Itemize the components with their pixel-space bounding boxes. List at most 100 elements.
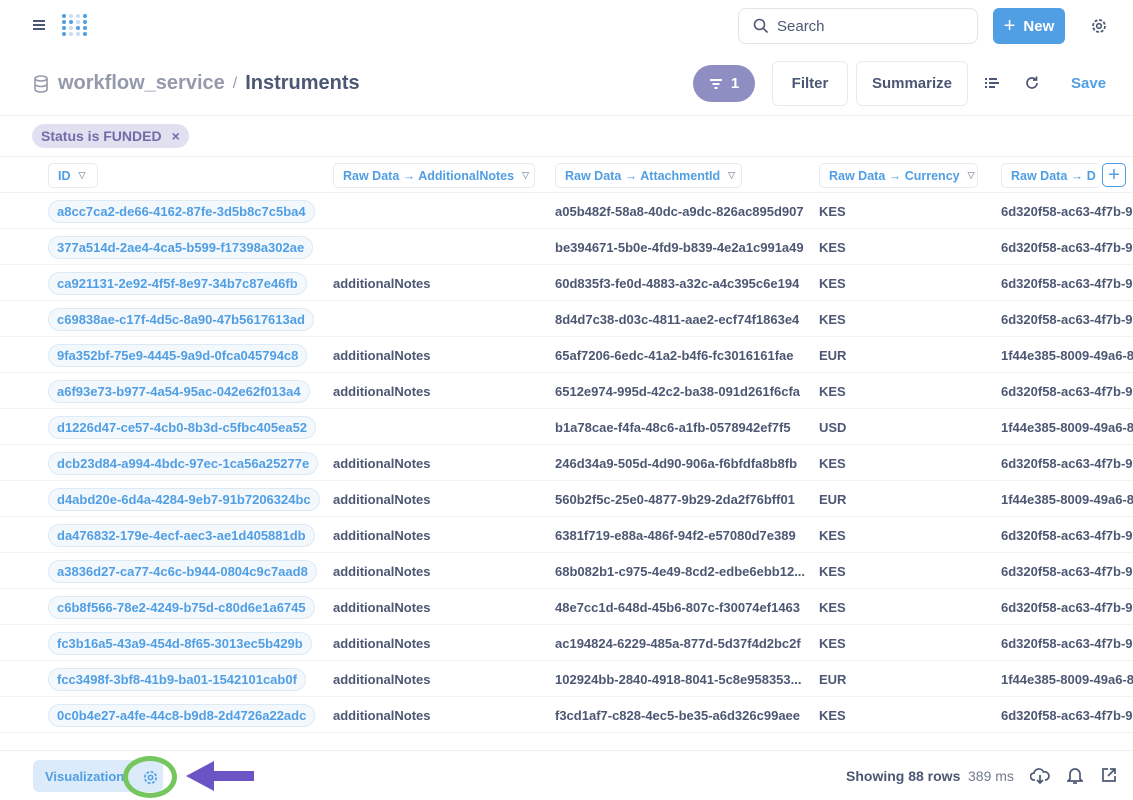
footer-bar: Visualization Showing 88 rows 389 ms (0, 750, 1133, 800)
table-cell: 6d320f58-ac63-4f7b-97 (1001, 589, 1133, 625)
filter-button[interactable]: Filter (772, 61, 848, 106)
save-button[interactable]: Save (1071, 75, 1107, 92)
share-icon[interactable] (1102, 768, 1116, 782)
id-link[interactable]: ca921131-2e92-4f5f-8e97-34b7c87e46fb (48, 271, 307, 295)
cell-value: 6d320f58-ac63-4f7b-97 (1001, 599, 1133, 615)
search-icon (753, 18, 769, 34)
table-cell: additionalNotes (333, 589, 431, 625)
id-link[interactable]: c69838ae-c17f-4d5c-8a90-47b5617613ad (48, 307, 314, 331)
cell-value: KES (819, 239, 846, 255)
id-link[interactable]: 9fa352bf-75e9-4445-9a9d-0fca045794c8 (48, 343, 308, 367)
table-cell: KES (819, 589, 846, 625)
table-cell: a3836d27-ca77-4c6c-b944-0804c9c7aad8 (48, 553, 317, 589)
column-header-additional-notes[interactable]: Raw Data → AdditionalNotes ▽ (333, 163, 535, 188)
refresh-icon[interactable] (1024, 75, 1040, 91)
chevron-down-icon: ▽ (78, 170, 86, 180)
cell-value: KES (819, 527, 846, 543)
id-link[interactable]: d4abd20e-6d4a-4284-9eb7-91b7206324bc (48, 487, 320, 511)
table-cell: 6d320f58-ac63-4f7b-97 (1001, 625, 1133, 661)
summarize-label: Summarize (871, 75, 953, 92)
table-cell: additionalNotes (333, 553, 431, 589)
cell-value: 246d34a9-505d-4d90-906a-f6bfdfa8b8fb (555, 455, 798, 471)
cell-value: EUR (819, 671, 847, 687)
id-link[interactable]: fc3b16a5-43a9-454d-8f65-3013ec5b429b (48, 631, 312, 655)
table-cell: da476832-179e-4ecf-aec3-ae1d405881db (48, 517, 315, 553)
cell-value: additionalNotes (333, 383, 431, 399)
table-cell: 6d320f58-ac63-4f7b-97 (1001, 553, 1133, 589)
id-link[interactable]: fcc3498f-3bf8-41b9-ba01-1542101cab0f (48, 667, 306, 691)
table-cell: c69838ae-c17f-4d5c-8a90-47b5617613ad (48, 301, 314, 337)
id-link[interactable]: a3836d27-ca77-4c6c-b944-0804c9c7aad8 (48, 559, 317, 583)
summarize-button[interactable]: Summarize (856, 61, 968, 106)
table-row: a8cc7ca2-de66-4162-87fe-3d5b8c7c5ba4 a05b… (0, 193, 1133, 229)
divider (0, 156, 1133, 157)
table-cell: ca921131-2e92-4f5f-8e97-34b7c87e46fb (48, 265, 307, 301)
table-cell: additionalNotes (333, 697, 431, 733)
filter-icon (709, 78, 722, 89)
id-link[interactable]: a8cc7ca2-de66-4162-87fe-3d5b8c7c5ba4 (48, 199, 315, 223)
query-time: 389 ms (968, 768, 1014, 784)
search-input[interactable]: Search (738, 8, 978, 44)
cell-value: 6d320f58-ac63-4f7b-97 (1001, 563, 1133, 579)
download-icon[interactable] (1030, 767, 1050, 785)
cell-value: additionalNotes (333, 275, 431, 291)
logo[interactable] (62, 14, 88, 36)
id-link[interactable]: dcb23d84-a994-4bdc-97ec-1ca56a25277e (48, 451, 319, 475)
gear-icon[interactable] (1090, 17, 1108, 35)
id-link[interactable]: 377a514d-2ae4-4ca5-b599-f17398a302ae (48, 235, 314, 259)
close-icon[interactable]: × (171, 128, 180, 144)
bell-icon[interactable] (1067, 766, 1083, 785)
table-cell: 6381f719-e88a-486f-94f2-e57080d7e389 (555, 517, 796, 553)
cell-value: 6d320f58-ac63-4f7b-97 (1001, 455, 1133, 471)
table-cell: KES (819, 445, 846, 481)
cell-value: additionalNotes (333, 635, 431, 651)
cell-value: 102924bb-2840-4918-8041-5c8e958353... (555, 671, 802, 687)
cell-value: additionalNotes (333, 527, 431, 543)
table-cell: KES (819, 517, 846, 553)
id-link[interactable]: da476832-179e-4ecf-aec3-ae1d405881db (48, 523, 315, 547)
chevron-down-icon: ▽ (967, 170, 975, 180)
new-button[interactable]: + New (993, 8, 1065, 44)
filter-count-button[interactable]: 1 (693, 65, 755, 102)
table-cell: d4abd20e-6d4a-4284-9eb7-91b7206324bc (48, 481, 320, 517)
cell-value: additionalNotes (333, 671, 431, 687)
table-cell: additionalNotes (333, 445, 431, 481)
cell-value: 6d320f58-ac63-4f7b-97 (1001, 275, 1133, 291)
cell-value: 560b2f5c-25e0-4877-9b29-2da2f76bff01 (555, 491, 795, 507)
table-row: da476832-179e-4ecf-aec3-ae1d405881db addi… (0, 517, 1133, 553)
table-cell: 6d320f58-ac63-4f7b-97 (1001, 265, 1133, 301)
column-header-currency[interactable]: Raw Data → Currency ▽ (819, 163, 978, 188)
table-cell: 48e7cc1d-648d-45b6-807c-f30074ef1463 (555, 589, 800, 625)
table-row: d1226d47-ce57-4cb0-8b3d-c5fbc405ea52 b1a7… (0, 409, 1133, 445)
table-cell: 6d320f58-ac63-4f7b-97 (1001, 373, 1133, 409)
table-cell: 246d34a9-505d-4d90-906a-f6bfdfa8b8fb (555, 445, 797, 481)
cell-value: 1f44e385-8009-49a6-8 (1001, 671, 1133, 687)
table-cell: KES (819, 301, 846, 337)
add-column-button[interactable]: + (1102, 163, 1126, 187)
id-link[interactable]: 0c0b4e27-a4fe-44c8-b9d8-2d4726a22adc (48, 703, 316, 727)
table-row: 9fa352bf-75e9-4445-9a9d-0fca045794c8 addi… (0, 337, 1133, 373)
column-header-id[interactable]: ID ▽ (48, 163, 98, 188)
table-cell: 1f44e385-8009-49a6-8 (1001, 661, 1133, 697)
breadcrumb-database[interactable]: workflow_service (58, 72, 225, 94)
table-cell: 102924bb-2840-4918-8041-5c8e958353... (555, 661, 801, 697)
menu-icon[interactable] (33, 20, 45, 30)
table-cell: 6d320f58-ac63-4f7b-97 (1001, 697, 1133, 733)
cell-value: additionalNotes (333, 707, 431, 723)
id-link[interactable]: d1226d47-ce57-4cb0-8b3d-c5fbc405ea52 (48, 415, 317, 439)
gear-icon[interactable] (142, 769, 159, 786)
table-cell: d1226d47-ce57-4cb0-8b3d-c5fbc405ea52 (48, 409, 317, 445)
column-header-attachment-id[interactable]: Raw Data → AttachmentId ▽ (555, 163, 742, 188)
column-label: Raw Data → D (1011, 168, 1096, 183)
page-title: Instruments (245, 72, 360, 94)
active-filter-pill[interactable]: Status is FUNDED × (32, 124, 189, 148)
id-link[interactable]: c6b8f566-78e2-4249-b75d-c80d6e1a6745 (48, 595, 315, 619)
table-cell: a8cc7ca2-de66-4162-87fe-3d5b8c7c5ba4 (48, 193, 315, 229)
cell-value: a05b482f-58a8-40dc-a9dc-826ac895d907 (555, 203, 804, 219)
notebook-list-icon[interactable] (985, 77, 999, 89)
table-cell: a05b482f-58a8-40dc-a9dc-826ac895d907 (555, 193, 804, 229)
divider (0, 115, 1133, 116)
column-header-d[interactable]: Raw Data → D (1001, 163, 1101, 188)
table-cell: EUR (819, 661, 846, 697)
id-link[interactable]: a6f93e73-b977-4a54-95ac-042e62f013a4 (48, 379, 310, 403)
